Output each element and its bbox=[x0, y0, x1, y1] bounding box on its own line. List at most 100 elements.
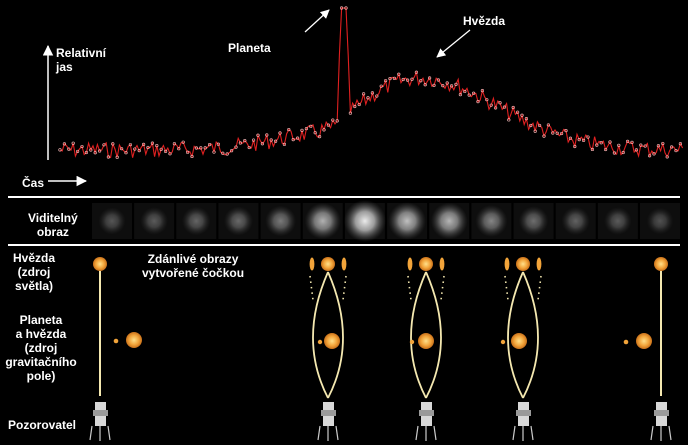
light-curve-point bbox=[203, 146, 207, 150]
planet-peak-label: Planeta bbox=[228, 41, 271, 55]
light-curve-point bbox=[194, 146, 198, 150]
light-curve-point bbox=[300, 128, 304, 132]
light-curve-point bbox=[674, 148, 678, 153]
light-curve-point bbox=[287, 127, 291, 132]
light-curve-point bbox=[124, 151, 128, 155]
light-curve-point bbox=[58, 148, 62, 152]
light-curve-point bbox=[432, 83, 436, 87]
light-curve-point bbox=[423, 83, 427, 87]
lens-star-icon bbox=[324, 333, 340, 349]
light-curve-point bbox=[221, 151, 225, 155]
light-curve-point bbox=[559, 131, 564, 136]
image-blob bbox=[388, 202, 426, 240]
lens-label-line2: a hvězda bbox=[15, 327, 67, 341]
light-curve-point bbox=[428, 76, 432, 80]
virtual-ray bbox=[504, 275, 509, 301]
telescope-leg bbox=[335, 425, 339, 441]
light-curve-point bbox=[639, 143, 643, 147]
light-curve-point bbox=[625, 139, 630, 143]
light-curve-point bbox=[647, 154, 652, 158]
light-curve-point bbox=[155, 144, 159, 148]
light-curve-point bbox=[643, 144, 647, 148]
lens-star-icon bbox=[126, 332, 142, 348]
light-curve-point bbox=[318, 134, 322, 139]
light-curve-point bbox=[238, 141, 242, 145]
apparent-image-right bbox=[439, 257, 445, 271]
light-curve-point bbox=[252, 138, 256, 142]
lens-planet-icon bbox=[623, 339, 629, 345]
light-curve-point bbox=[142, 142, 146, 146]
light-curve-point bbox=[146, 145, 150, 150]
light-curve-point bbox=[80, 144, 84, 149]
light-curve-point bbox=[362, 92, 366, 96]
light-curve-point bbox=[102, 143, 106, 147]
light-curve-point bbox=[555, 131, 559, 135]
apparent-images-label-line1: Zdánlivé obrazy bbox=[147, 252, 239, 266]
telescope-icon bbox=[415, 402, 437, 441]
light-curve-point bbox=[414, 70, 419, 74]
lens-star-icon bbox=[636, 333, 652, 349]
lensed-ray-right bbox=[425, 271, 442, 399]
lens-planet-icon bbox=[113, 338, 119, 344]
light-curve-point bbox=[595, 143, 599, 147]
image-blob bbox=[561, 206, 590, 236]
light-curve-point bbox=[564, 129, 568, 133]
source-star-icon bbox=[93, 257, 107, 271]
light-curve-point bbox=[230, 149, 234, 153]
telescope-leg bbox=[512, 425, 516, 441]
light-curve-point bbox=[128, 143, 132, 147]
light-curve-point bbox=[661, 141, 665, 146]
virtual-ray bbox=[407, 275, 412, 301]
light-curve-point bbox=[216, 142, 220, 146]
virtual-ray bbox=[537, 275, 542, 301]
light-curve-point bbox=[515, 110, 520, 114]
light-curve-point bbox=[379, 84, 383, 88]
lensed-ray-left bbox=[507, 271, 524, 399]
source-star-icon bbox=[654, 257, 668, 271]
light-curve-point bbox=[234, 145, 238, 149]
light-curve-point bbox=[454, 82, 458, 86]
light-curve-point bbox=[274, 139, 278, 143]
star-source-label-line2: (zdroj bbox=[17, 265, 51, 279]
image-blob bbox=[646, 207, 674, 235]
light-curve-point bbox=[410, 77, 414, 81]
light-curve-point bbox=[476, 99, 480, 104]
light-curve-point bbox=[89, 148, 93, 152]
light-curve-point bbox=[133, 147, 137, 151]
telescope-icon bbox=[650, 402, 672, 441]
source-star-icon bbox=[321, 257, 335, 271]
source-star-icon bbox=[516, 257, 530, 271]
light-curve-point bbox=[537, 123, 542, 128]
light-curve-point bbox=[590, 147, 595, 152]
light-curve-point bbox=[75, 149, 80, 154]
telescope-leg bbox=[668, 425, 672, 441]
light-curve-point bbox=[84, 150, 88, 155]
light-curve-point bbox=[529, 123, 533, 128]
visible-image-label-line1: Viditelný bbox=[28, 211, 78, 225]
light-curve bbox=[58, 6, 684, 159]
apparent-image-left bbox=[407, 257, 413, 271]
light-curve-point bbox=[150, 141, 154, 145]
telescope-band bbox=[419, 410, 434, 416]
light-curve-point bbox=[502, 105, 507, 109]
image-blob bbox=[98, 207, 126, 235]
telescope-leg bbox=[107, 425, 111, 441]
virtual-ray bbox=[440, 275, 445, 301]
apparent-image-left bbox=[504, 257, 510, 271]
light-curve-point bbox=[472, 91, 476, 95]
light-curve-point bbox=[111, 142, 115, 146]
light-curve-point bbox=[296, 136, 300, 140]
light-curve-point bbox=[212, 150, 216, 154]
lens-planet-icon bbox=[317, 339, 323, 345]
apparent-images-label: Zdánlivé obrazy vytvořené čočkou bbox=[142, 252, 244, 280]
lensed-ray-left bbox=[410, 271, 427, 399]
light-curve-point bbox=[265, 133, 269, 137]
light-curve-point bbox=[93, 151, 97, 155]
light-curve-point bbox=[256, 133, 260, 137]
light-curve-point bbox=[97, 149, 102, 153]
light-curve-point bbox=[467, 93, 471, 97]
light-curve-point bbox=[62, 142, 67, 146]
light-curve-point bbox=[370, 91, 375, 95]
light-curve-point bbox=[392, 76, 397, 80]
light-curve-point bbox=[168, 152, 172, 156]
